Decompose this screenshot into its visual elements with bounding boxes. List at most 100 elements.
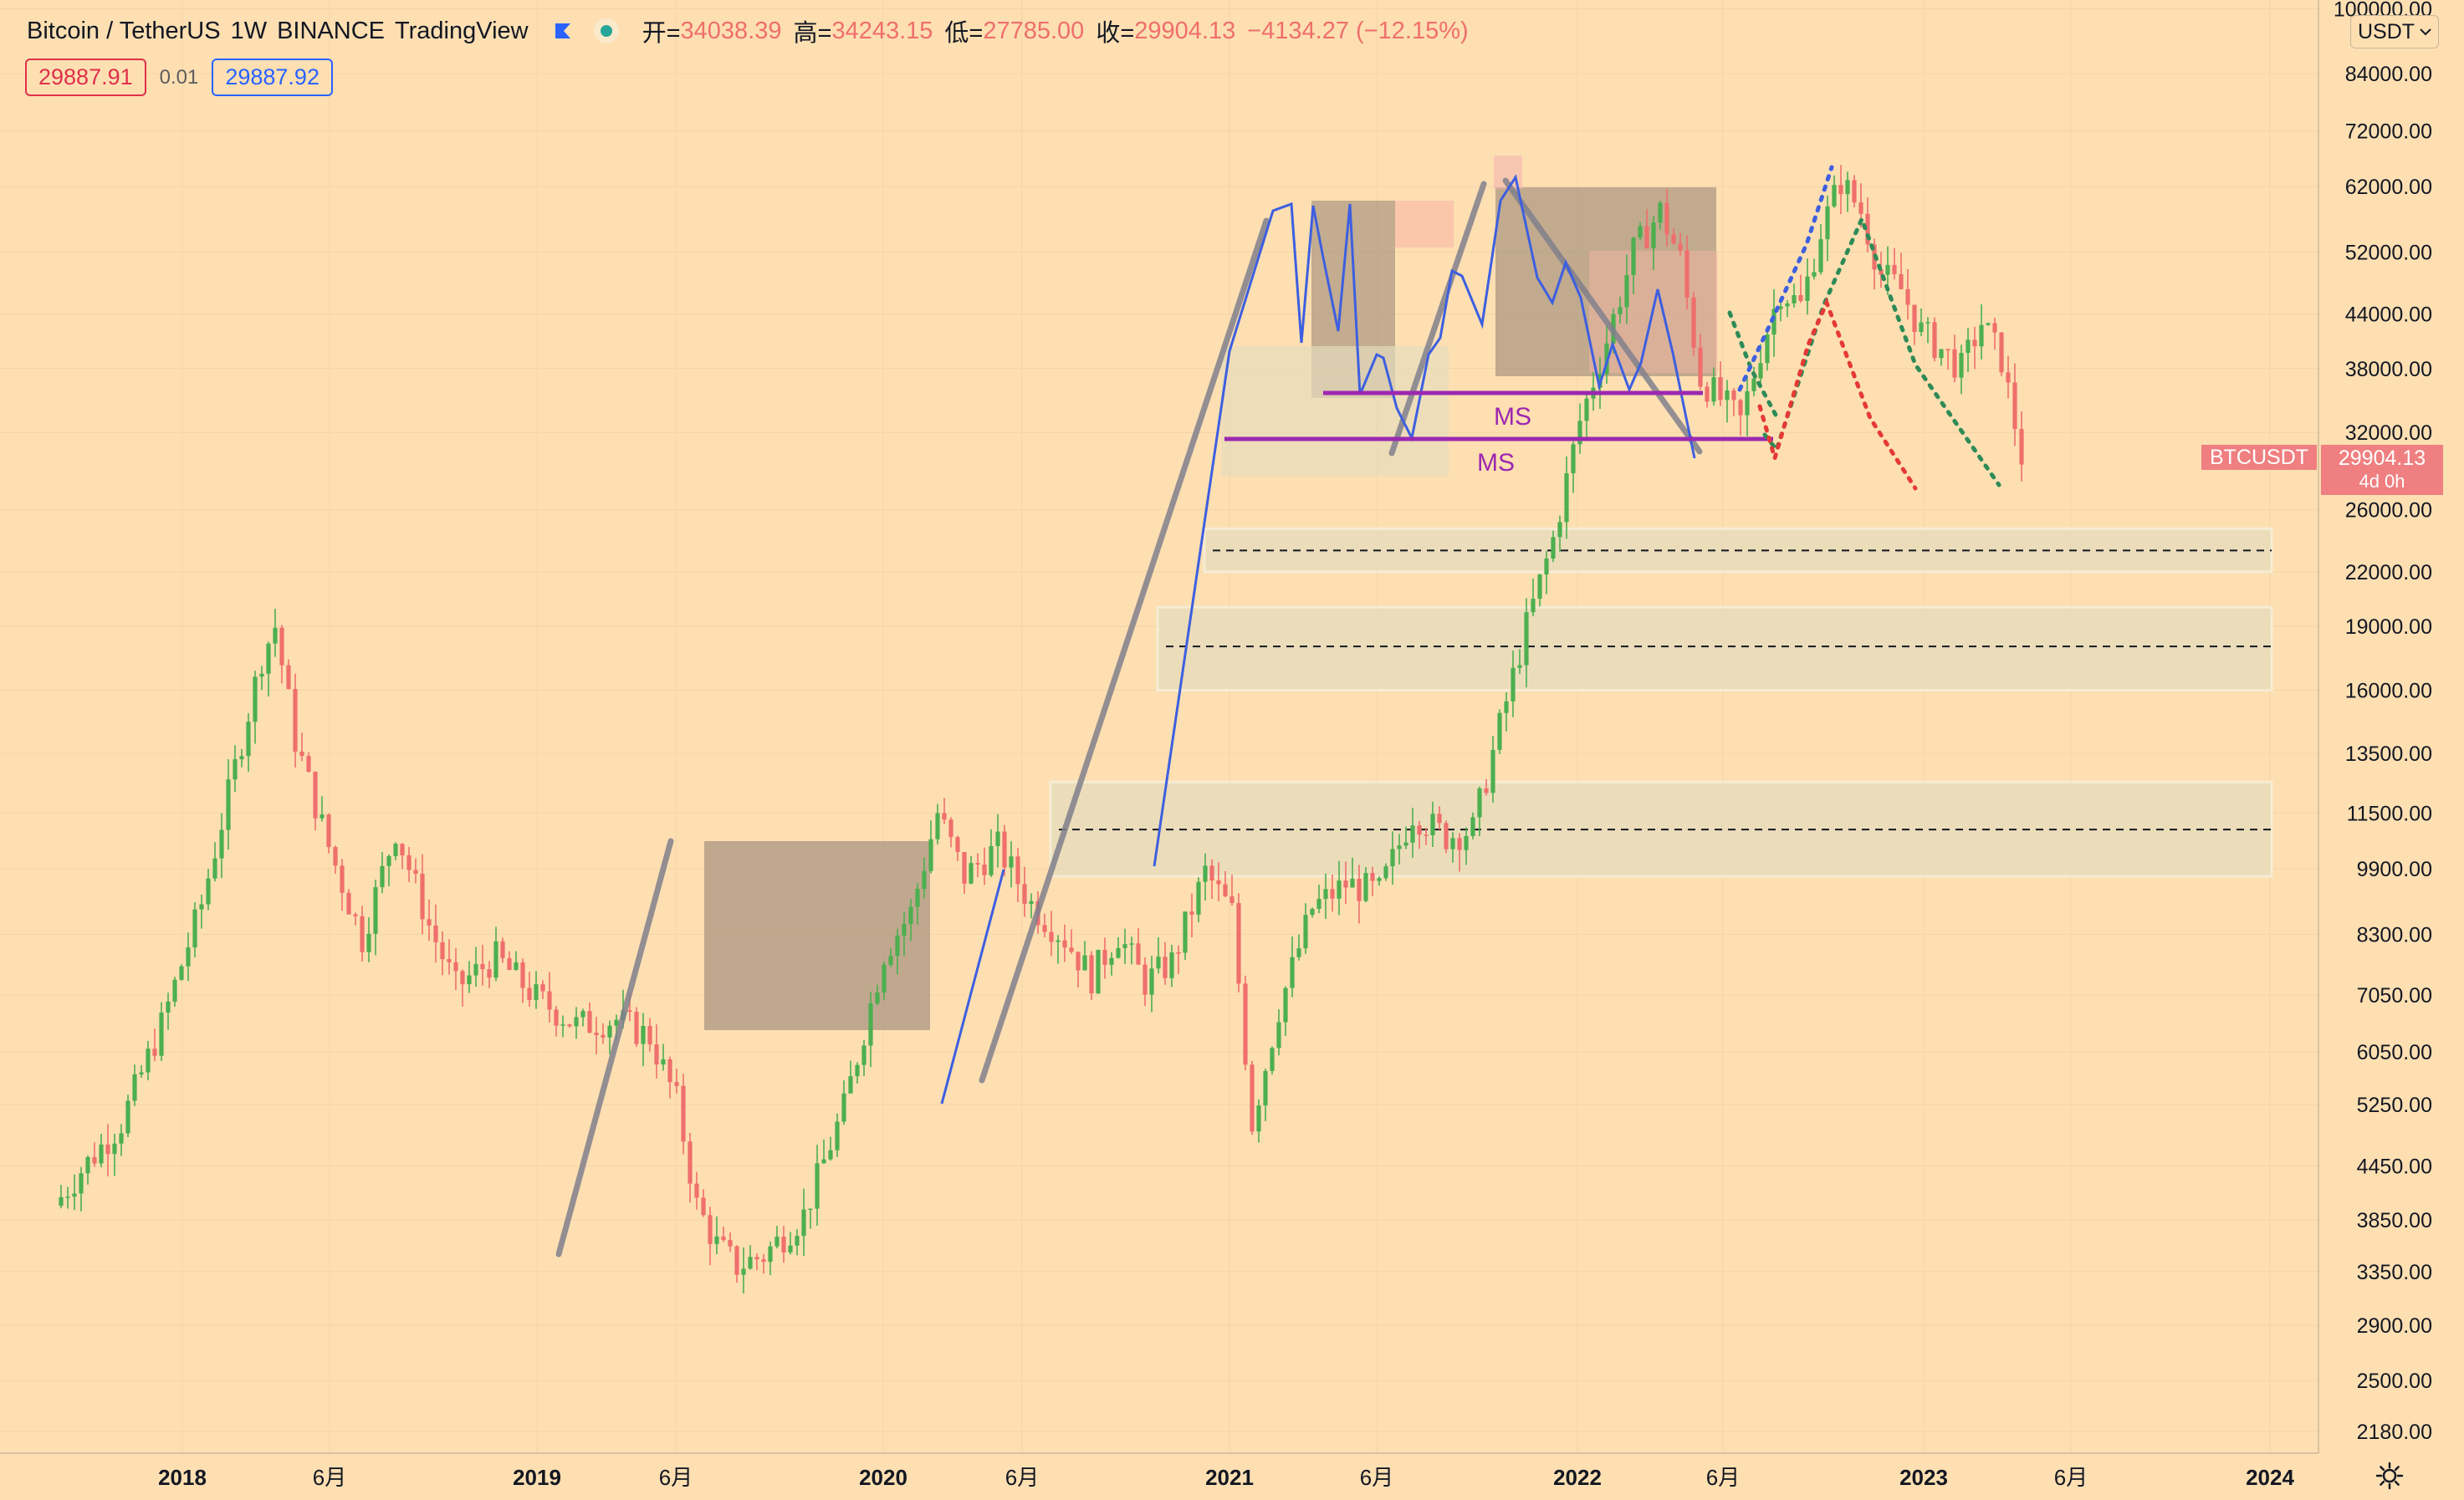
order-panel: 29887.91 0.01 29887.92 — [25, 59, 333, 96]
candle — [1892, 247, 1897, 280]
time-tick-label: 6月 — [1706, 1465, 1740, 1490]
candle — [306, 752, 311, 773]
candle — [1377, 875, 1382, 886]
candle — [1343, 861, 1348, 905]
candle — [808, 1208, 813, 1229]
candle — [1979, 304, 1984, 360]
candle — [1852, 175, 1857, 208]
trend-line[interactable] — [979, 217, 1270, 1084]
candle — [1725, 380, 1730, 423]
candle — [674, 1069, 679, 1094]
candle — [948, 817, 953, 848]
candle — [1229, 875, 1235, 906]
candle — [85, 1155, 90, 1185]
currency-value: USDT — [2357, 19, 2415, 43]
candle — [601, 1023, 606, 1044]
flag-icon[interactable] — [554, 22, 572, 40]
candle — [453, 948, 458, 991]
candle — [1316, 884, 1321, 914]
price-tick-label: 7050.00 — [2357, 984, 2432, 1008]
candle — [1009, 841, 1014, 888]
range-box[interactable] — [1221, 346, 1449, 477]
candle — [1270, 1046, 1275, 1075]
candle — [989, 829, 994, 877]
candle — [667, 1056, 672, 1099]
candle — [152, 1028, 157, 1062]
sell-button[interactable]: 29887.91 — [25, 59, 146, 96]
price-tick-label: 3350.00 — [2357, 1261, 2432, 1284]
wave-line[interactable] — [940, 869, 1005, 1105]
candle — [594, 1017, 599, 1055]
candle — [199, 894, 204, 929]
market-status-icon[interactable] — [593, 18, 619, 43]
candle — [1972, 326, 1977, 370]
candle — [1337, 860, 1342, 916]
candle — [1470, 812, 1475, 839]
candle — [360, 906, 365, 962]
candle — [1999, 332, 2004, 376]
candle — [875, 984, 880, 1006]
wave-line[interactable] — [1153, 174, 1696, 867]
candle — [326, 813, 331, 854]
candle — [788, 1232, 793, 1255]
candle — [233, 745, 238, 793]
candle — [1437, 806, 1442, 830]
projection-path[interactable] — [1727, 310, 1779, 419]
candle — [1684, 235, 1690, 310]
candle — [186, 932, 191, 982]
candle — [1925, 317, 1930, 344]
trend-line[interactable] — [1502, 177, 1703, 455]
candle — [634, 1007, 639, 1048]
candle — [1015, 848, 1020, 903]
interval[interactable]: 1W — [230, 17, 268, 44]
candle — [1738, 398, 1743, 436]
buy-button[interactable]: 29887.92 — [212, 59, 333, 96]
projection-path[interactable] — [1737, 165, 1834, 392]
support-zones — [1049, 527, 2273, 878]
ms-label: MS — [1477, 449, 1515, 477]
candle — [507, 951, 512, 971]
projection-path[interactable] — [1757, 297, 1918, 491]
candle — [1042, 913, 1047, 938]
time-tick-label: 2018 — [158, 1465, 207, 1490]
symbol-price-tag: BTCUSDT — [2201, 445, 2317, 470]
candle — [480, 944, 485, 986]
candle — [1196, 877, 1201, 923]
candle — [380, 852, 385, 894]
candle — [1183, 911, 1188, 960]
trend-line[interactable] — [555, 838, 674, 1258]
candle — [1236, 893, 1241, 992]
candle — [1945, 349, 1950, 370]
candle — [734, 1245, 739, 1283]
range-box[interactable] — [704, 841, 930, 1030]
symbol-name[interactable]: Bitcoin / TetherUS — [27, 17, 221, 44]
candle — [527, 972, 532, 1008]
candle — [861, 1039, 866, 1077]
support-zone[interactable] — [1156, 605, 2273, 691]
candle — [1296, 934, 1301, 961]
candle — [433, 904, 438, 963]
candle — [1731, 387, 1736, 416]
candle — [1932, 317, 1937, 362]
candle — [540, 980, 545, 999]
trend-line[interactable] — [1388, 181, 1487, 457]
candle — [942, 798, 947, 824]
candle — [1805, 258, 1810, 315]
price-tick-label: 4450.00 — [2357, 1156, 2432, 1179]
candle — [1082, 941, 1087, 971]
candle — [821, 1139, 826, 1164]
time-tick-label: 6月 — [659, 1465, 693, 1490]
candle — [1832, 175, 1837, 208]
candle — [1102, 937, 1107, 979]
price-tick-label: 13500.00 — [2345, 742, 2432, 766]
projection-path[interactable] — [1762, 213, 2001, 487]
gear-icon[interactable] — [2375, 1462, 2404, 1490]
range-box[interactable] — [1395, 201, 1454, 247]
candle — [1952, 334, 1957, 383]
currency-selector[interactable]: USDT — [2350, 15, 2439, 48]
candle — [1323, 873, 1328, 920]
candle — [212, 842, 217, 882]
time-tick-label: 2023 — [1899, 1465, 1948, 1490]
price-tick-label: 38000.00 — [2345, 358, 2432, 381]
